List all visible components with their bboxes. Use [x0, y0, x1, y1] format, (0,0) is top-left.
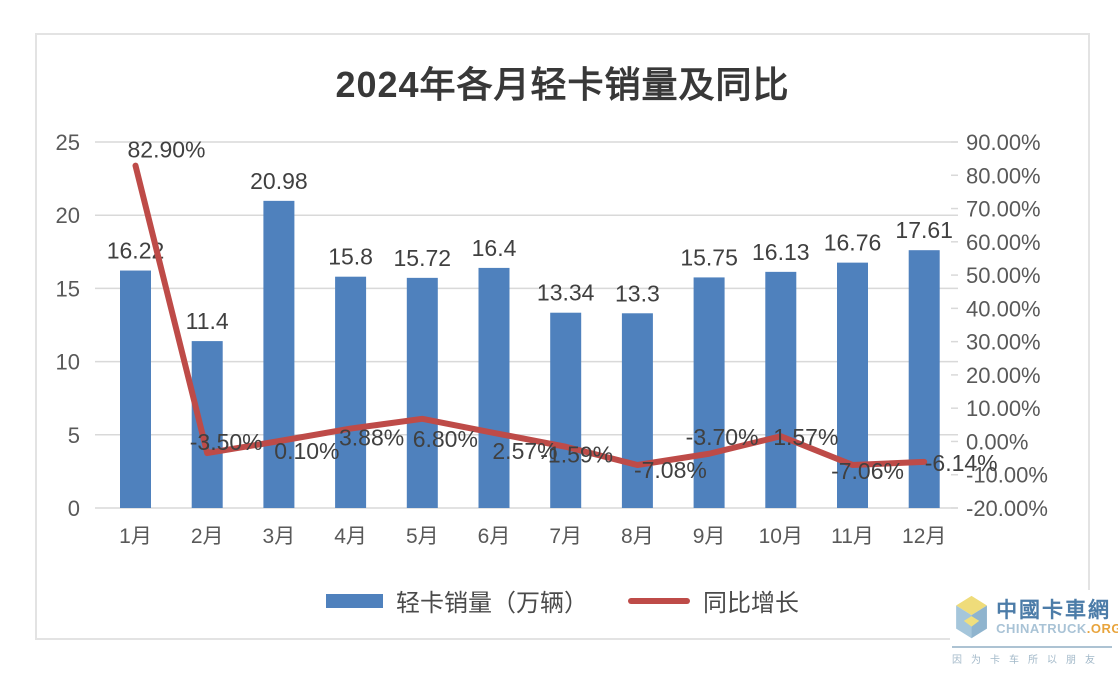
x-axis-label: 9月: [693, 525, 726, 548]
left-axis-tick-label: 15: [56, 276, 80, 301]
line-value-label: 0.10%: [274, 438, 339, 464]
left-axis-tick-label: 5: [68, 423, 80, 448]
line-value-label: -1.59%: [540, 442, 613, 468]
logo-texts: 中國卡車網 CHINATRUCK.ORG: [996, 598, 1118, 636]
line-value-label: 2.57%: [492, 438, 557, 464]
bar-value-label: 20.98: [250, 168, 308, 194]
bar-value-label: 16.4: [472, 235, 517, 261]
line-value-label: 6.80%: [413, 426, 478, 452]
logo-slogan: 因为卡车所以朋友: [952, 655, 1104, 666]
sales-bar: [765, 271, 797, 508]
right-axis-tick-label: 80.00%: [966, 163, 1041, 188]
left-axis-tick-label: 0: [68, 496, 80, 521]
sales-bar: [191, 341, 223, 508]
chart-legend: 轻卡销量（万辆） 同比增长: [35, 583, 1090, 618]
bar-value-label: 15.8: [328, 244, 373, 270]
logo-title: 中國卡車網: [996, 598, 1112, 622]
x-axis-label: 12月: [902, 525, 946, 548]
bar-value-label: 17.61: [895, 217, 953, 243]
line-value-label: -7.06%: [831, 458, 904, 484]
bar-value-label: 11.4: [186, 308, 229, 334]
right-axis-tick-label: 60.00%: [966, 230, 1041, 255]
left-axis-tick-label: 10: [56, 350, 80, 375]
legend-label-yoy: 同比增长: [703, 590, 799, 617]
right-axis-tick-label: 0.00%: [966, 429, 1028, 454]
bar-value-label: 16.76: [824, 230, 882, 256]
line-series-swatch-icon: [628, 597, 690, 604]
x-axis-label: 3月: [263, 525, 296, 548]
sales-bar: [550, 312, 582, 508]
right-axis-tick-label: 40.00%: [966, 296, 1041, 321]
legend-item-yoy: 同比增长: [628, 583, 799, 618]
logo-domain-text: CHINATRUCK.ORG: [996, 620, 1118, 636]
sales-bar: [621, 313, 653, 508]
line-value-label: 1.57%: [773, 424, 838, 450]
right-axis-tick-label: 30.00%: [966, 330, 1041, 355]
sales-bar: [120, 270, 151, 508]
sales-bar: [263, 200, 295, 509]
legend-item-sales: 轻卡销量（万辆）: [326, 583, 588, 618]
bar-value-label: 13.3: [615, 280, 660, 306]
right-axis-tick-label: 10.00%: [966, 396, 1041, 421]
line-value-label: -3.50%: [190, 429, 263, 455]
sales-bar: [693, 277, 725, 508]
right-axis-tick-label: 20.00%: [966, 363, 1041, 388]
logo-tld: .ORG: [1086, 620, 1118, 636]
x-axis-label: 5月: [406, 525, 439, 548]
bar-series-swatch-icon: [326, 593, 383, 608]
bar-value-label: 15.75: [680, 244, 738, 270]
sales-bar: [478, 267, 510, 508]
line-value-label: -6.14%: [925, 450, 998, 476]
logo-divider: [952, 646, 1112, 648]
bar-value-label: 15.72: [394, 245, 452, 271]
line-value-label: -7.08%: [634, 457, 707, 483]
left-axis-tick-label: 20: [56, 203, 80, 228]
right-axis-tick-label: 50.00%: [966, 263, 1041, 288]
left-axis-tick-label: 25: [56, 130, 80, 155]
logo-row: 中國卡車網 CHINATRUCK.ORG: [952, 592, 1118, 644]
line-value-label: 82.90%: [127, 137, 205, 163]
x-axis-label: 6月: [478, 525, 511, 548]
bar-value-label: 16.13: [752, 239, 810, 265]
chart-title: 2024年各月轻卡销量及同比: [335, 64, 790, 105]
sales-bar: [406, 277, 438, 508]
x-axis-label: 2月: [191, 525, 224, 548]
chinatruck-cube-icon: [956, 595, 987, 639]
bar-value-label: 13.34: [537, 280, 595, 306]
x-axis-label: 11月: [831, 525, 874, 548]
right-axis-tick-label: 70.00%: [966, 197, 1041, 222]
chinatruck-logo: 中國卡車網 CHINATRUCK.ORG 因为卡车所以朋友: [950, 590, 1118, 666]
line-value-label: -3.70%: [686, 424, 759, 450]
yoy-growth-line: [132, 162, 928, 469]
x-axis-label: 1月: [119, 525, 152, 548]
right-axis-tick-label: -20.00%: [966, 496, 1048, 521]
logo-domain: CHINATRUCK: [996, 620, 1087, 636]
legend-label-sales: 轻卡销量（万辆）: [396, 590, 588, 617]
x-axis-label: 10月: [759, 525, 803, 548]
right-axis-tick-label: 90.00%: [966, 130, 1041, 155]
right-axis-tick-label: -10.00%: [966, 463, 1048, 488]
sales-bar: [335, 276, 367, 508]
x-axis-label: 7月: [549, 525, 582, 548]
line-value-label: 3.88%: [339, 425, 404, 451]
x-axis-label: 4月: [334, 525, 367, 548]
x-axis-label: 8月: [621, 525, 654, 548]
